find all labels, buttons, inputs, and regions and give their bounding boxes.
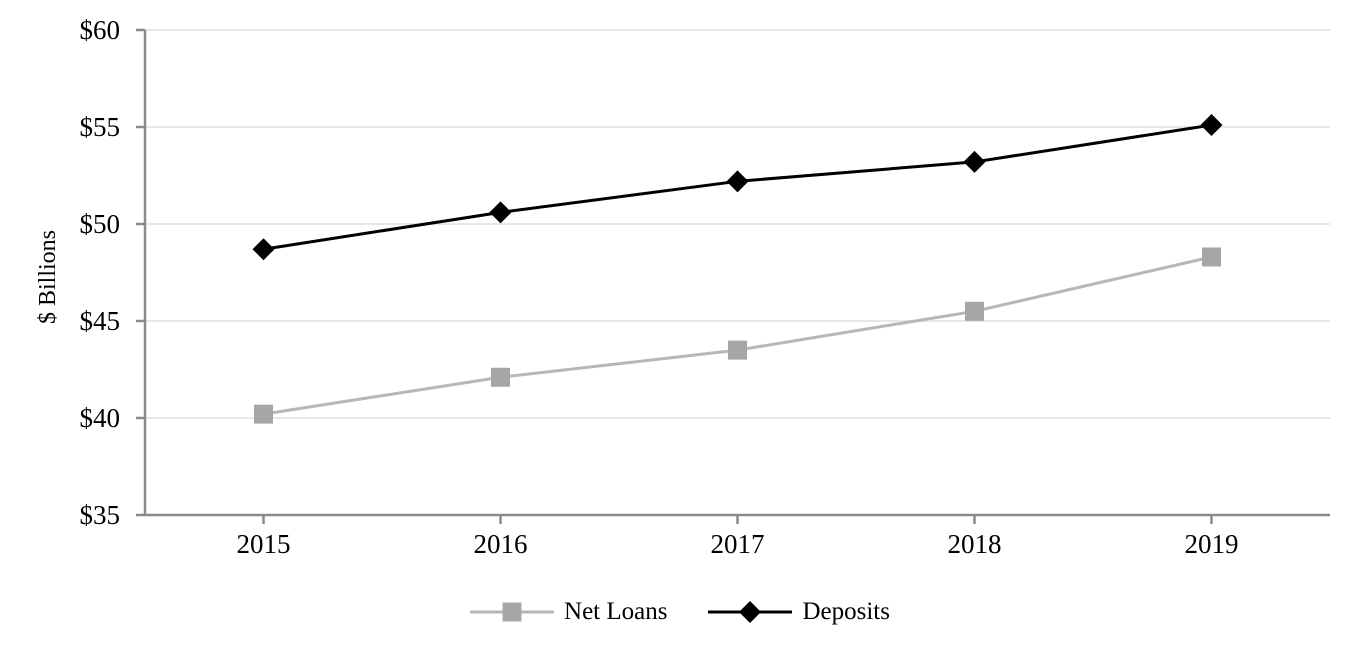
x-tick-label: 2019 bbox=[1185, 529, 1239, 559]
x-tick-label: 2018 bbox=[948, 529, 1002, 559]
diamond-marker bbox=[963, 150, 986, 173]
axis-ticks bbox=[136, 28, 1213, 524]
gridlines bbox=[145, 29, 1330, 419]
y-tick-label: $50 bbox=[80, 209, 121, 239]
axes bbox=[143, 30, 1330, 517]
diamond-marker bbox=[726, 170, 749, 193]
y-tick-label: $55 bbox=[80, 112, 121, 142]
y-tick-labels: $35 $40 $45 $50 $55 $60 bbox=[80, 15, 121, 530]
square-marker bbox=[1202, 247, 1221, 267]
diamond-marker bbox=[1200, 114, 1223, 137]
legend-label: Deposits bbox=[802, 598, 890, 625]
legend-marker-square bbox=[470, 602, 555, 622]
legend-label: Net Loans bbox=[564, 598, 668, 625]
diamond-marker bbox=[739, 601, 762, 623]
y-tick-label: $40 bbox=[80, 403, 121, 433]
series-deposits bbox=[252, 114, 1223, 261]
square-marker bbox=[965, 301, 984, 321]
x-tick-label: 2016 bbox=[474, 529, 528, 559]
x-tick-labels: 2015 2016 2017 2018 2019 bbox=[237, 529, 1239, 559]
diamond-marker bbox=[252, 238, 275, 261]
y-tick-label: $60 bbox=[80, 15, 121, 45]
x-tick-label: 2017 bbox=[711, 529, 765, 559]
legend: Net Loans Deposits bbox=[0, 598, 1360, 626]
y-tick-label: $45 bbox=[80, 306, 121, 336]
y-axis-title: $ Billions bbox=[35, 230, 61, 324]
x-tick-label: 2015 bbox=[237, 529, 291, 559]
series-net-loans bbox=[254, 247, 1221, 424]
series-plot bbox=[252, 114, 1223, 424]
legend-item-net-loans: Net Loans bbox=[470, 598, 667, 626]
legend-item-deposits: Deposits bbox=[708, 598, 890, 626]
series-line bbox=[263, 255, 1212, 416]
square-marker bbox=[491, 367, 510, 387]
square-marker bbox=[254, 404, 273, 424]
legend-marker-diamond bbox=[708, 601, 793, 623]
square-marker bbox=[728, 340, 747, 360]
y-tick-label: $35 bbox=[80, 500, 121, 530]
square-marker bbox=[502, 602, 522, 622]
diamond-marker bbox=[489, 201, 512, 224]
